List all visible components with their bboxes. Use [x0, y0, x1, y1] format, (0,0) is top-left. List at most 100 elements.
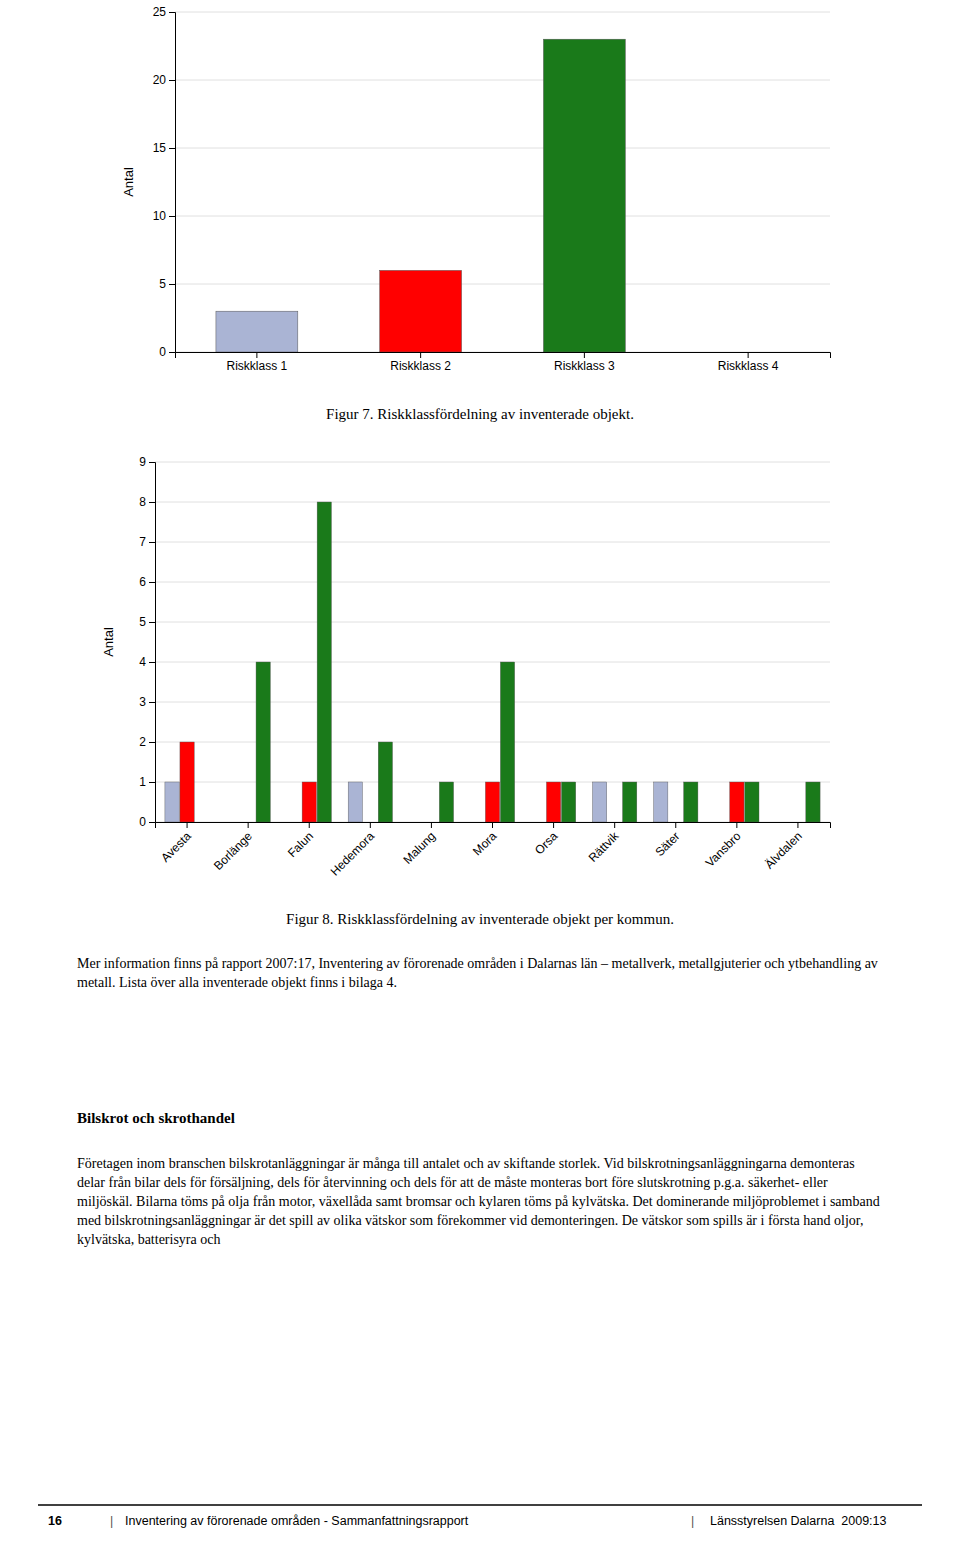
tick-label: Avesta [158, 829, 194, 865]
tick-label: 7 [139, 535, 146, 549]
tick-mark [675, 822, 676, 828]
bar [348, 782, 362, 822]
bar [216, 311, 298, 352]
tick-label: Malung [400, 829, 438, 867]
footer-source: Länsstyrelsen Dalarna 2009:13 [710, 1514, 887, 1528]
tick-mark [149, 742, 155, 743]
bars [165, 502, 820, 822]
tick-label: Rättvik [586, 828, 623, 865]
bar [707, 352, 789, 353]
x-axis: AvestaBorlängeFalunHedemoraMalungMoraOrs… [156, 822, 831, 879]
tick: Säter [652, 822, 682, 859]
tick: Malung [400, 822, 438, 867]
grid [175, 12, 830, 352]
bar [409, 822, 423, 823]
body-text: Mer information finns på rapport 2007:17… [77, 955, 883, 993]
tick: 1 [139, 775, 155, 789]
tick-label: 8 [139, 495, 146, 509]
grid-line [155, 462, 830, 463]
tick-mark [169, 148, 175, 149]
tick-mark [149, 502, 155, 503]
tick-label: 25 [153, 5, 167, 19]
bar [593, 782, 607, 822]
tick-mark [420, 352, 421, 358]
tick: Borlänge [211, 822, 255, 873]
tick-mark [149, 702, 155, 703]
footer-separator: | [110, 1514, 113, 1528]
axis-line [149, 463, 156, 823]
tick-label: 0 [139, 815, 146, 829]
bar [378, 742, 392, 822]
footer-page: 16 [48, 1514, 62, 1528]
tick-label: 10 [153, 209, 167, 223]
tick-mark [431, 822, 432, 828]
tick: 15 [153, 141, 175, 155]
tick-mark [248, 822, 249, 828]
grid-line [175, 284, 830, 285]
tick-label: 4 [139, 655, 146, 669]
footer-title: Inventering av förorenade områden - Samm… [125, 1514, 468, 1528]
chart: 0510152025Riskklass 1Riskklass 2Riskklas… [121, 5, 831, 372]
grid-line [175, 80, 830, 81]
bar [485, 782, 499, 822]
bar [654, 782, 668, 822]
bar [287, 822, 301, 823]
tick-mark [370, 822, 371, 828]
footer-rule [38, 1504, 922, 1506]
tick: Avesta [158, 822, 194, 865]
bar [543, 39, 625, 352]
tick-mark [169, 12, 175, 13]
tick-mark [149, 782, 155, 783]
bar [745, 782, 759, 822]
bar [684, 782, 698, 822]
bar [669, 822, 683, 823]
tick: 9 [139, 455, 155, 469]
tick-label: Orsa [532, 829, 561, 858]
tick: Riskklass 3 [554, 352, 615, 373]
bar [791, 822, 805, 823]
y-axis: 0510152025 [153, 5, 176, 359]
tick: 25 [153, 5, 175, 19]
bar [730, 782, 744, 822]
series [256, 502, 820, 822]
tick-mark [614, 822, 615, 828]
caption: Figur 7. Riskklassfördelning av inventer… [326, 406, 634, 422]
tick-label: 0 [159, 345, 166, 359]
bar [380, 270, 462, 352]
bar [470, 822, 484, 823]
tick-label: Riskklass 3 [554, 359, 615, 373]
tick: 0 [159, 345, 175, 359]
tick: 8 [139, 495, 155, 509]
tick-label: Hedemora [328, 829, 378, 879]
bar [317, 502, 331, 822]
tick-mark [797, 822, 798, 828]
bar [608, 822, 622, 823]
tick-label: Mora [470, 829, 499, 858]
tick-mark [149, 462, 155, 463]
tick: Vansbro [703, 822, 744, 870]
tick: 6 [139, 575, 155, 589]
bar [226, 822, 240, 823]
tick-label: 3 [139, 695, 146, 709]
bar [806, 782, 820, 822]
tick-mark [149, 622, 155, 623]
bar [256, 662, 270, 822]
bar [715, 822, 729, 823]
tick-mark [748, 352, 749, 358]
series [165, 782, 668, 822]
tick-mark [169, 352, 175, 353]
bar [165, 782, 179, 822]
axis-line [156, 823, 831, 829]
tick: 5 [159, 277, 175, 291]
grid-line [175, 216, 830, 217]
bar [776, 822, 790, 823]
tick: Riskklass 4 [718, 352, 779, 373]
tick-mark [169, 216, 175, 217]
tick-mark [492, 822, 493, 828]
tick: 10 [153, 209, 175, 223]
tick-label: 5 [159, 277, 166, 291]
tick-mark [169, 284, 175, 285]
tick-mark [169, 80, 175, 81]
grid-line [175, 12, 830, 13]
tick-label: 2 [139, 735, 146, 749]
